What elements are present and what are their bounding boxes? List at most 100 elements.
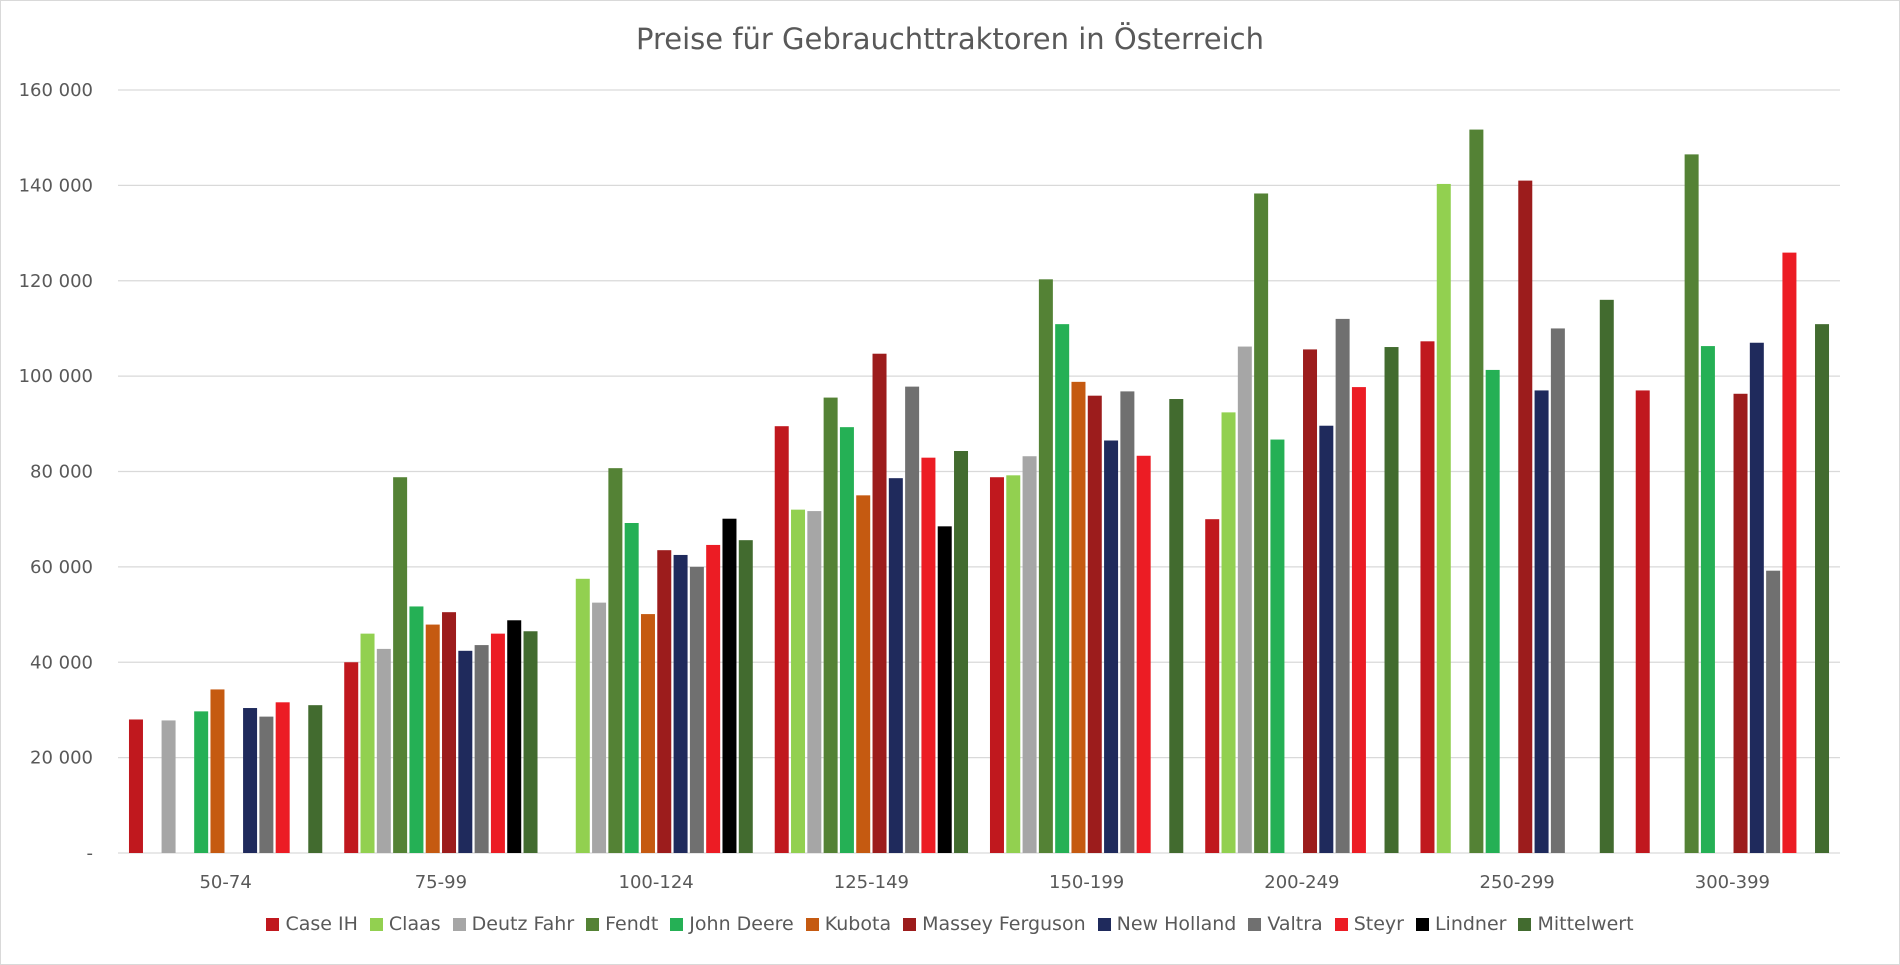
bar xyxy=(194,711,209,853)
bar xyxy=(1635,390,1650,853)
legend-item: Lindner xyxy=(1415,913,1507,935)
bar xyxy=(1534,390,1549,853)
bar xyxy=(1351,387,1366,853)
x-tick-label: 250-299 xyxy=(1480,872,1555,893)
legend-item: Massey Ferguson xyxy=(903,913,1086,935)
bar xyxy=(1120,391,1135,853)
bar xyxy=(722,518,737,853)
bar xyxy=(807,511,822,853)
bar xyxy=(425,624,440,853)
chart-title: Preise für Gebrauchttraktoren in Österre… xyxy=(636,22,1264,56)
bar xyxy=(259,716,274,853)
bar xyxy=(1684,154,1699,854)
legend-item: Case IH xyxy=(266,913,358,935)
y-tick-label: 120 000 xyxy=(19,271,93,292)
bar xyxy=(1469,129,1484,853)
bar xyxy=(872,353,887,853)
bar xyxy=(657,550,672,853)
legend-swatch xyxy=(805,917,819,931)
bar xyxy=(376,648,391,853)
bar xyxy=(937,526,952,853)
bar xyxy=(1104,440,1119,853)
bar xyxy=(689,566,704,853)
legend-item: Fendt xyxy=(586,913,658,935)
bar xyxy=(1518,180,1533,853)
bar xyxy=(409,606,424,853)
legend-label: Claas xyxy=(388,913,441,935)
legend-label: New Holland xyxy=(1116,913,1237,935)
legend-label: Mittelwert xyxy=(1537,913,1634,935)
bar xyxy=(921,457,936,853)
bar xyxy=(1006,475,1021,853)
bar xyxy=(1700,346,1715,853)
y-tick-label: 160 000 xyxy=(19,80,93,101)
legend-item: New Holland xyxy=(1097,913,1237,935)
bar xyxy=(1205,519,1220,853)
bar xyxy=(275,702,290,853)
bar xyxy=(1749,342,1764,853)
y-tick-label: 100 000 xyxy=(19,366,93,387)
legend-label: Massey Ferguson xyxy=(922,913,1086,935)
bar xyxy=(823,397,838,853)
bar xyxy=(393,477,408,853)
bar xyxy=(1599,299,1614,853)
legend-label: Case IH xyxy=(285,913,358,935)
bar xyxy=(1022,456,1037,853)
legend-label: Kubota xyxy=(824,913,892,935)
bar xyxy=(523,631,538,853)
bar xyxy=(1071,381,1086,853)
legend-swatch xyxy=(369,917,383,931)
bar xyxy=(1384,347,1399,853)
legend-label: Steyr xyxy=(1353,913,1404,935)
legend-swatch xyxy=(1334,917,1348,931)
bar xyxy=(1550,328,1565,853)
legend-label: Fendt xyxy=(605,913,659,935)
legend-label: Deutz Fahr xyxy=(471,913,575,935)
x-tick-label: 75-99 xyxy=(415,872,467,893)
y-tick-label: - xyxy=(87,843,94,864)
x-tick-label: 125-149 xyxy=(834,872,909,893)
bar xyxy=(1254,193,1269,853)
bar xyxy=(774,426,789,853)
legend-swatch xyxy=(1415,917,1429,931)
bar xyxy=(888,478,903,853)
bar xyxy=(442,612,457,853)
bar xyxy=(1782,252,1797,853)
bar xyxy=(1038,279,1053,854)
x-tick-label: 300-399 xyxy=(1695,872,1770,893)
bar xyxy=(210,689,225,853)
bar xyxy=(1087,395,1102,853)
bar xyxy=(839,427,854,853)
bar xyxy=(905,386,920,853)
legend-swatch xyxy=(1097,917,1111,931)
bar xyxy=(1270,439,1285,853)
legend-label: Lindner xyxy=(1434,913,1507,935)
bar xyxy=(1436,183,1451,853)
bar xyxy=(673,554,688,853)
legend-label: John Deere xyxy=(689,913,794,935)
legend-item: John Deere xyxy=(670,913,794,935)
legend-swatch xyxy=(670,917,684,931)
bar xyxy=(856,495,871,853)
bar xyxy=(1169,399,1184,853)
bar xyxy=(954,450,969,853)
legend-item: Kubota xyxy=(805,913,892,935)
y-tick-label: 40 000 xyxy=(30,652,93,673)
x-tick-label: 100-124 xyxy=(619,872,694,893)
bar xyxy=(1319,425,1334,853)
legend-swatch xyxy=(1248,917,1262,931)
legend-item: Deutz Fahr xyxy=(452,913,575,935)
legend-item: Steyr xyxy=(1334,913,1404,935)
bar xyxy=(1485,369,1500,853)
x-tick-label: 50-74 xyxy=(199,872,251,893)
legend-swatch xyxy=(586,917,600,931)
bar xyxy=(1055,324,1070,853)
bar xyxy=(161,720,176,853)
bar xyxy=(624,523,639,853)
legend-item: Claas xyxy=(369,913,441,935)
legend: Case IH Claas Deutz Fahr Fendt John Deere Kub… xyxy=(0,913,1900,935)
bar xyxy=(575,578,590,853)
bar xyxy=(128,719,143,853)
bar xyxy=(1335,318,1350,853)
bar xyxy=(1766,570,1781,853)
